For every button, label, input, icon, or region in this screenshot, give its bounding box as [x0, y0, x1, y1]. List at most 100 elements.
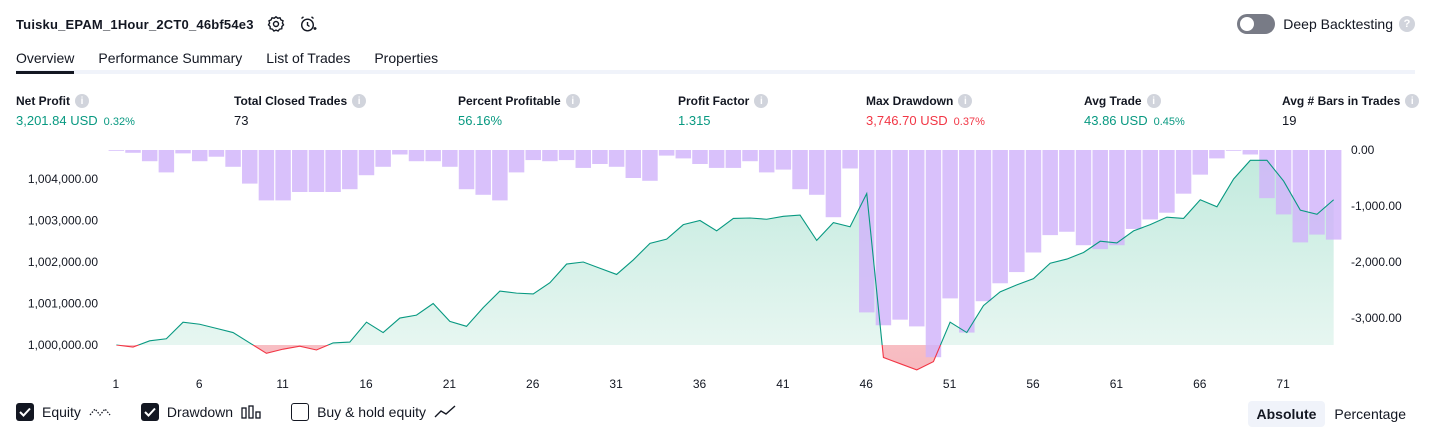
- drawdown-bar: [1109, 150, 1125, 246]
- drawdown-bar: [592, 150, 608, 164]
- percentage-button[interactable]: Percentage: [1334, 406, 1406, 422]
- info-icon[interactable]: i: [958, 94, 973, 108]
- absolute-button[interactable]: Absolute: [1247, 401, 1326, 427]
- metric-value: 3,201.84 USD: [16, 113, 98, 128]
- metric-profit-factor: Profit Factor i 1.315: [678, 94, 769, 128]
- drawdown-bar: [1209, 150, 1225, 159]
- drawdown-bar: [442, 150, 458, 167]
- metric-max-drawdown: Max Drawdown i 3,746.70 USD 0.37%: [866, 94, 985, 128]
- info-icon[interactable]: i: [754, 94, 769, 108]
- drawdown-bar: [992, 150, 1008, 284]
- drawdown-bar: [191, 150, 208, 162]
- metric-label: Max Drawdown: [866, 94, 954, 108]
- metric-label: Profit Factor: [678, 94, 750, 108]
- metric-value: 56.16%: [458, 113, 503, 128]
- metric-value: 19: [1282, 113, 1297, 128]
- tab-properties[interactable]: Properties: [374, 50, 439, 66]
- drawdown-bar: [875, 150, 892, 326]
- drawdown-bar: [458, 150, 475, 190]
- x-tick-label: 31: [609, 377, 623, 391]
- drawdown-bar: [275, 150, 291, 201]
- drawdown-bar: [859, 150, 875, 313]
- drawdown-bar: [425, 150, 441, 162]
- drawdown-bar: [408, 150, 425, 162]
- drawdown-bar: [308, 150, 325, 192]
- alarm-clock-plus-icon[interactable]: [298, 14, 318, 34]
- drawdown-bar: [108, 150, 125, 151]
- y-right-tick-label: -2,000.00: [1351, 255, 1402, 269]
- equity-checkbox[interactable]: [16, 403, 34, 421]
- toggle-knob: [1240, 17, 1255, 31]
- info-icon[interactable]: i: [352, 94, 367, 108]
- info-icon[interactable]: i: [1405, 94, 1420, 108]
- drawdown-bar: [175, 150, 191, 154]
- equity-drawdown-chart[interactable]: 1,000,000.00 1,001,000.00 1,002,000.00 1,00…: [0, 140, 1431, 396]
- drawdown-bar: [658, 150, 675, 156]
- drawdown-bar: [1325, 150, 1342, 240]
- legend-buy-hold[interactable]: Buy & hold equity: [291, 403, 456, 421]
- x-tick-label: 11: [276, 377, 289, 391]
- legend-drawdown[interactable]: Drawdown: [140, 403, 261, 421]
- x-tick-label: 56: [1026, 377, 1040, 391]
- y-right-tick-label: -1,000.00: [1351, 199, 1402, 213]
- drawdown-bar: [258, 150, 275, 201]
- drawdown-bar: [725, 150, 742, 168]
- drawdown-bar: [959, 150, 975, 333]
- line-chart-icon: [434, 405, 456, 419]
- bars-icon: [241, 405, 261, 419]
- x-tick-label: 71: [1276, 377, 1290, 391]
- drawdown-bar: [242, 150, 258, 184]
- drawdown-bar: [225, 150, 241, 167]
- buy-hold-checkbox[interactable]: [291, 403, 310, 421]
- drawdown-bar: [208, 150, 225, 157]
- metric-pct: 0.45%: [1153, 116, 1185, 128]
- drawdown-bar: [325, 150, 341, 192]
- tab-performance-summary[interactable]: Performance Summary: [98, 50, 243, 66]
- drawdown-bar: [675, 150, 692, 159]
- metric-total-closed-trades: Total Closed Trades i 73: [234, 94, 367, 128]
- drawdown-bar: [1025, 150, 1042, 253]
- chart-legend: Equity Drawdown Buy & hold equity: [16, 403, 486, 421]
- drawdown-bar: [1309, 150, 1325, 235]
- metric-avg-bars: Avg # Bars in Trades i 19: [1282, 94, 1420, 128]
- drawdown-bar: [942, 150, 958, 299]
- tab-overview[interactable]: Overview: [16, 44, 75, 74]
- gear-icon[interactable]: [266, 14, 286, 34]
- y-left-tick-label: 1,002,000.00: [28, 255, 98, 269]
- metric-label: Avg Trade: [1084, 94, 1142, 108]
- drawdown-bar: [1075, 150, 1092, 246]
- legend-equity[interactable]: Equity: [16, 403, 111, 421]
- drawdown-bar: [975, 150, 992, 302]
- legend-label: Buy & hold equity: [317, 404, 427, 420]
- x-tick-label: 21: [443, 377, 457, 391]
- question-icon[interactable]: ?: [1399, 16, 1415, 32]
- metric-value: 3,746.70 USD: [866, 113, 948, 128]
- equity-line-negative: [116, 345, 942, 371]
- metric-value: 73: [234, 113, 249, 128]
- y-right-tick-label: -3,000.00: [1351, 311, 1402, 325]
- deep-backtesting: Deep Backtesting ?: [1237, 12, 1415, 36]
- drawdown-bar: [892, 150, 908, 320]
- y-right-tick-label: 0.00: [1351, 143, 1375, 157]
- drawdown-bar: [1292, 150, 1309, 243]
- equity-area: [116, 160, 1334, 345]
- info-icon[interactable]: i: [75, 94, 89, 108]
- info-icon[interactable]: i: [565, 94, 580, 108]
- drawdown-checkbox[interactable]: [140, 403, 159, 421]
- tab-list-of-trades[interactable]: List of Trades: [266, 50, 351, 66]
- equity-line: [116, 159, 1335, 345]
- drawdown-bar: [1125, 150, 1142, 229]
- scale-mode-toggle: Absolute Percentage: [1247, 401, 1416, 427]
- drawdown-bar: [1059, 150, 1075, 232]
- metric-pct: 0.32%: [103, 116, 135, 128]
- info-icon[interactable]: i: [1146, 94, 1161, 108]
- deep-backtesting-toggle[interactable]: [1237, 14, 1276, 34]
- metric-pct: 0.37%: [953, 116, 985, 128]
- drawdown-bar: [758, 150, 775, 173]
- drawdown-bar: [1225, 150, 1242, 151]
- deep-backtesting-label: Deep Backtesting: [1283, 16, 1393, 32]
- drawdown-bar: [808, 150, 825, 195]
- x-tick-label: 51: [943, 377, 957, 391]
- drawdown-bar: [742, 150, 758, 162]
- tab-bar: Overview Performance Summary List of Tra…: [16, 44, 1415, 74]
